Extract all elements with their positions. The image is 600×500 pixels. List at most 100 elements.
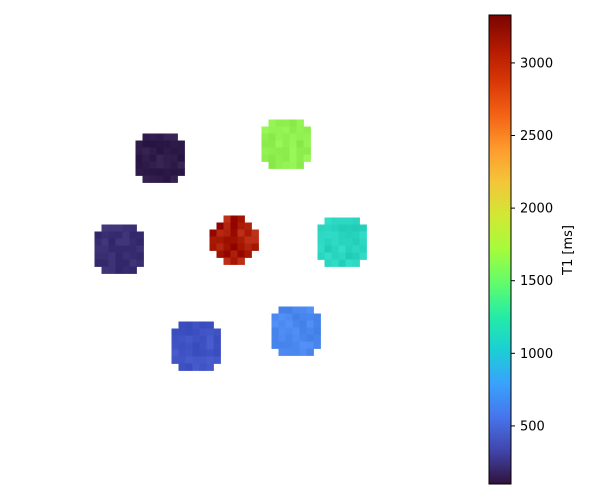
vial-pixel	[338, 217, 346, 225]
vial-pixel	[289, 154, 297, 162]
vial-pixel	[299, 334, 307, 342]
vial-pixel	[299, 348, 307, 356]
vial-pixel	[163, 147, 171, 155]
vial-pixel	[282, 154, 290, 162]
vial-pixel	[306, 334, 314, 342]
vial-pixel	[199, 335, 207, 343]
colorbar-label: T1 [ms]	[561, 225, 576, 276]
vial-pixel	[149, 161, 157, 169]
vial-pixel	[359, 238, 367, 246]
vial-pixel	[185, 342, 193, 350]
vial-pixel	[135, 140, 143, 148]
vial-pixel	[237, 236, 245, 244]
vial-pixel	[237, 229, 245, 237]
vial-pixel	[230, 243, 238, 251]
vial-pixel	[292, 313, 300, 321]
vial-pixel	[271, 327, 279, 335]
vial-pixel	[313, 320, 321, 328]
vial-pixel	[285, 327, 293, 335]
colorbar-frame	[488, 14, 512, 485]
vial-pixel	[206, 321, 214, 329]
vial-pixel	[289, 147, 297, 155]
vial-pixel	[135, 168, 143, 176]
vial-pixel	[216, 236, 224, 244]
vial-pixel	[216, 243, 224, 251]
vial-pixel	[282, 119, 290, 127]
vial-pixel	[178, 321, 186, 329]
vial-pixel	[296, 119, 304, 127]
vial-pixel	[352, 217, 360, 225]
vial-pixel	[244, 229, 252, 237]
vial-pixel	[352, 245, 360, 253]
vial-pixel	[237, 257, 245, 265]
vial-pixel	[352, 238, 360, 246]
vial-pixel	[324, 238, 332, 246]
colorbar-tick-label: 1000	[520, 347, 553, 362]
vial-top-left	[135, 133, 185, 183]
vial-pixel	[213, 356, 221, 364]
vial-pixel	[185, 321, 193, 329]
vial-pixel	[331, 238, 339, 246]
vial-pixel	[142, 154, 150, 162]
vial-pixel	[108, 224, 116, 232]
vial-pixel	[317, 252, 325, 260]
vial-bottom-left	[171, 321, 221, 371]
vial-pixel	[268, 161, 276, 169]
vial-pixel	[108, 238, 116, 246]
vial-pixel	[331, 245, 339, 253]
vial-pixel	[170, 140, 178, 148]
vial-pixel	[271, 313, 279, 321]
vial-pixel	[122, 259, 130, 267]
vial-pixel	[244, 222, 252, 230]
vial-pixel	[163, 161, 171, 169]
vial-pixel	[171, 356, 179, 364]
vial-pixel	[345, 245, 353, 253]
vial-pixel	[268, 147, 276, 155]
vial-pixel	[324, 252, 332, 260]
vial-pixel	[108, 245, 116, 253]
vial-pixel	[278, 327, 286, 335]
vial-pixel	[338, 231, 346, 239]
vial-pixel	[156, 140, 164, 148]
vial-pixel	[115, 259, 123, 267]
vial-pixel	[289, 133, 297, 141]
vial-pixel	[156, 147, 164, 155]
vial-pixel	[149, 154, 157, 162]
vial-pixel	[285, 334, 293, 342]
vial-pixel	[345, 259, 353, 267]
vial-pixel	[331, 217, 339, 225]
vial-pixel	[206, 356, 214, 364]
vial-pixel	[261, 154, 269, 162]
vial-pixel	[275, 126, 283, 134]
vial-pixel	[317, 238, 325, 246]
vial-pixel	[278, 341, 286, 349]
vial-pixel	[185, 356, 193, 364]
vial-pixel	[185, 328, 193, 336]
vial-pixel	[170, 161, 178, 169]
vial-middle-right	[317, 217, 367, 267]
vial-pixel	[192, 363, 200, 371]
vial-pixel	[261, 126, 269, 134]
vial-pixel	[244, 250, 252, 258]
vial-pixel	[185, 335, 193, 343]
vial-pixel	[289, 161, 297, 169]
vial-pixel	[94, 231, 102, 239]
vial-pixel	[177, 147, 185, 155]
vial-pixel	[271, 334, 279, 342]
vial-pixel	[135, 154, 143, 162]
vial-pixel	[331, 224, 339, 232]
vial-pixel	[313, 334, 321, 342]
vial-pixel	[115, 231, 123, 239]
vial-pixel	[108, 252, 116, 260]
vial-pixel	[206, 363, 214, 371]
vial-pixel	[122, 224, 130, 232]
colorbar-tick-label: 1500	[520, 274, 553, 289]
vial-pixel	[129, 245, 137, 253]
vial-pixel	[213, 349, 221, 357]
vial-pixel	[296, 154, 304, 162]
vial-pixel	[192, 335, 200, 343]
vial-pixel	[199, 321, 207, 329]
vial-pixel	[324, 245, 332, 253]
vial-pixel	[94, 252, 102, 260]
vial-pixel	[142, 175, 150, 183]
